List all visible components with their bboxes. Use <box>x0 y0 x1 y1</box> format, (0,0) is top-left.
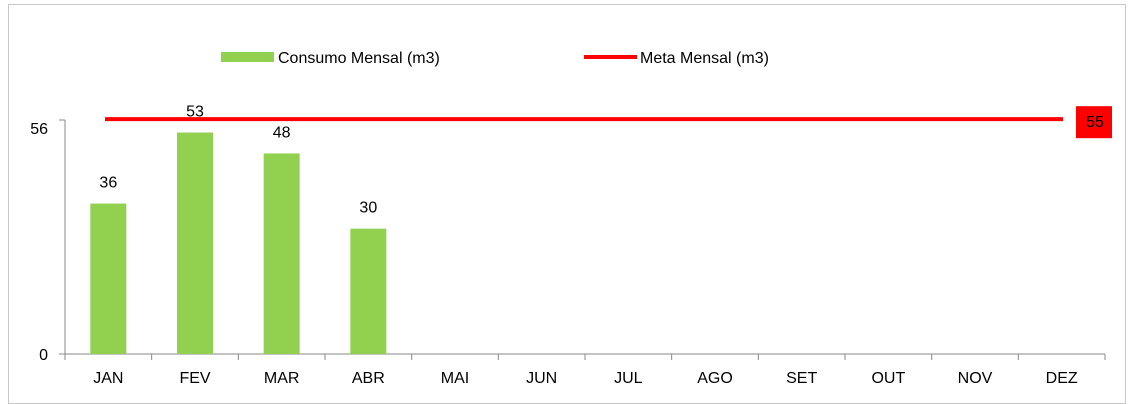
legend: Consumo Mensal (m3) Meta Mensal (m3) <box>221 50 769 67</box>
bar-data-label: 30 <box>359 200 377 217</box>
x-labels: JAN FEV MAR ABR MAI JUN JUL AGO SET OUT NOV DEZ <box>93 370 1078 387</box>
x-tick-label: MAI <box>441 370 469 387</box>
y-tick-label-max: 56 <box>30 121 48 138</box>
bar-data-label: 53 <box>186 104 204 121</box>
x-tick-label: DEZ <box>1046 370 1078 387</box>
x-tick-label: FEV <box>179 370 210 387</box>
bar <box>177 132 213 354</box>
bars <box>90 132 387 354</box>
bar-data-label: 36 <box>99 175 117 192</box>
x-tick-label: ABR <box>352 370 385 387</box>
bar-labels: 36 53 48 30 <box>99 104 377 217</box>
x-tick-label: JUL <box>614 370 643 387</box>
x-tick-label: JUN <box>526 370 557 387</box>
x-tick-label: NOV <box>958 370 993 387</box>
meta-value-badge <box>1076 106 1112 139</box>
x-tick-label: OUT <box>871 370 905 387</box>
legend-label-consumo: Consumo Mensal (m3) <box>278 50 440 67</box>
meta-value-label: 55 <box>1086 114 1104 131</box>
bar <box>350 228 387 354</box>
legend-swatch-consumo <box>221 52 274 62</box>
legend-label-meta: Meta Mensal (m3) <box>640 50 769 67</box>
bar <box>90 203 127 354</box>
x-tick-label: JAN <box>93 370 123 387</box>
x-tick-label: MAR <box>264 370 300 387</box>
bar <box>263 153 300 354</box>
x-ticks <box>64 354 1106 360</box>
y-tick-label-min: 0 <box>39 347 48 364</box>
bar-data-label: 48 <box>273 124 291 141</box>
x-tick-label: AGO <box>697 370 733 387</box>
chart: Consumo Mensal (m3) Meta Mensal (m3) 56 … <box>30 50 1112 387</box>
x-tick-label: SET <box>786 370 817 387</box>
